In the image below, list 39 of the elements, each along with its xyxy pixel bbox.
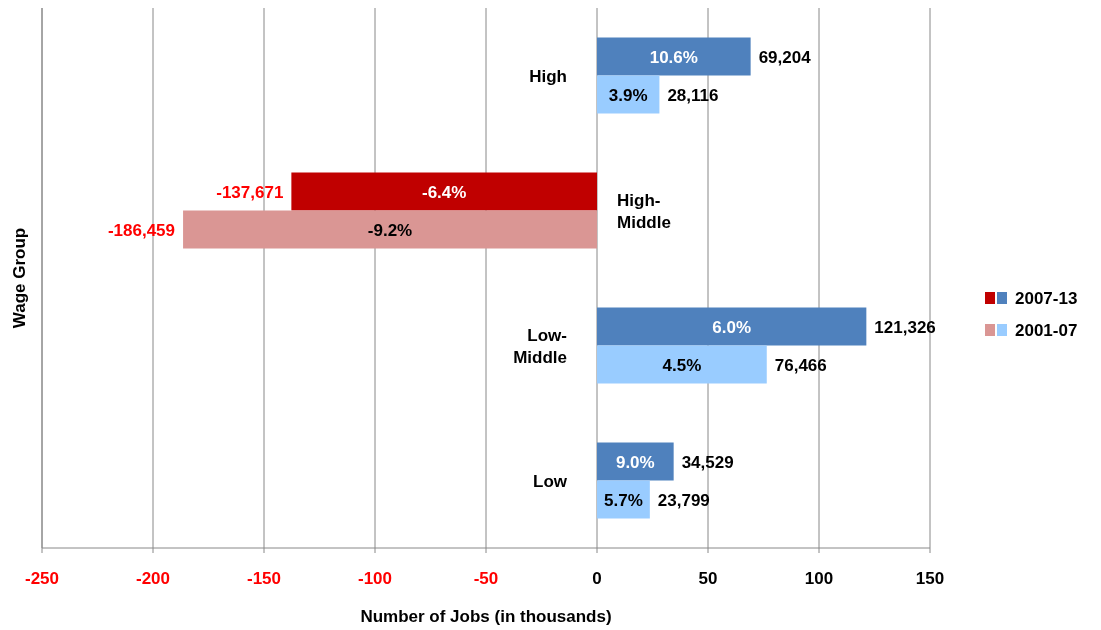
annotation: 28,116	[667, 85, 719, 105]
annotation: -137,671	[216, 182, 284, 202]
annotation: 4.5%	[662, 355, 702, 375]
bar	[291, 172, 597, 211]
y-tick-label: Low	[533, 471, 568, 491]
x-tick-label: 50	[698, 569, 718, 588]
x-tick-label: -200	[135, 569, 171, 588]
x-tick-label: -250	[24, 569, 60, 588]
y-tick-label: High-Middle	[617, 190, 671, 232]
x-tick-label: -100	[357, 569, 393, 588]
annotation: -6.4%	[421, 182, 467, 202]
bar	[597, 37, 751, 76]
x-tick-label: 0	[592, 569, 602, 588]
annotation: 6.0%	[712, 317, 752, 337]
annotation: 121,326	[874, 317, 936, 337]
x-axis-title: Number of Jobs (in thousands)	[360, 607, 612, 626]
annotation: -9.2%	[367, 220, 413, 240]
annotation: 10.6%	[649, 47, 698, 67]
annotation: 23,799	[657, 490, 710, 510]
bar	[597, 307, 867, 346]
annotation: 69,204	[758, 47, 812, 67]
annotation: 9.0%	[615, 452, 655, 472]
annotation: 76,466	[774, 355, 827, 375]
legend-label: 2001-07	[1015, 321, 1078, 340]
annotation: 34,529	[681, 452, 734, 472]
annotation: 3.9%	[608, 85, 648, 105]
x-tick-label: -150	[246, 569, 282, 588]
annotation: 5.7%	[604, 490, 643, 510]
y-axis-title: Wage Group	[10, 227, 29, 329]
legend-label: 2007-13	[1015, 289, 1078, 308]
x-tick-label: -50	[473, 569, 499, 588]
bar	[597, 345, 767, 384]
bar	[183, 210, 597, 249]
y-tick-label: Low-Middle	[513, 325, 567, 367]
annotation: -186,459	[107, 220, 176, 240]
x-tick-label: 150	[915, 569, 945, 588]
y-tick-label: High	[529, 66, 567, 86]
x-tick-label: 100	[804, 569, 834, 588]
bar	[597, 442, 674, 481]
